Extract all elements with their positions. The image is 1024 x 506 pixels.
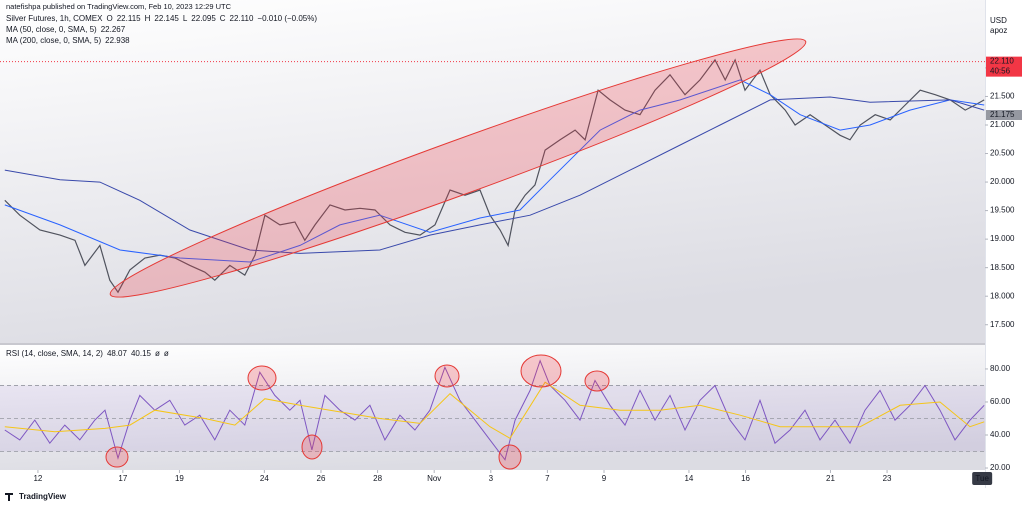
- symbol-title: Silver Futures, 1h, COMEX: [6, 14, 103, 23]
- x-tick-label: 24: [260, 474, 269, 483]
- legend-value: 22.267: [101, 25, 126, 34]
- ohlc-text: O: [106, 14, 112, 23]
- x-tick-label: 3: [489, 474, 494, 483]
- x-tick-label: 19: [175, 474, 184, 483]
- y-tick-label: 18.500: [990, 263, 1015, 272]
- ohlc-text: L: [183, 14, 188, 23]
- cursor-label-box: [986, 109, 1022, 120]
- indicator-title: RSI (14, close, SMA, 14, 2): [6, 349, 103, 358]
- y-tick-label: 40.00: [990, 430, 1011, 439]
- ohlc-text: −0.010 (−0.05%): [257, 14, 317, 23]
- x-cursor-label: Tue: [975, 474, 989, 483]
- y-tick-label: 60.00: [990, 397, 1011, 406]
- x-tick-label: Nov: [427, 474, 441, 483]
- x-tick-label: 23: [883, 474, 892, 483]
- price-pane: [0, 0, 985, 343]
- countdown: 40:56: [990, 67, 1011, 76]
- legend-value: 22.938: [105, 36, 130, 45]
- x-tick-label: 26: [317, 474, 326, 483]
- brand: TradingView: [19, 492, 67, 501]
- x-cursor-box: [972, 472, 993, 485]
- legend-value: 48.07: [107, 349, 128, 358]
- rsi-pane: [0, 345, 985, 470]
- toggle: ø: [155, 349, 160, 358]
- footer-bar: [0, 488, 1024, 506]
- y-tick-label: 17.500: [990, 320, 1015, 329]
- x-tick-label: 28: [373, 474, 382, 483]
- price-label: 22.110: [990, 57, 1014, 66]
- cursor-label: 21.175: [990, 110, 1015, 119]
- ohlc-text: 22.110: [230, 14, 254, 23]
- y-tick-label: 21.500: [990, 92, 1015, 101]
- legend-entry: MA (50, close, 0, SMA, 5): [6, 25, 97, 34]
- x-tick-label: 14: [684, 474, 693, 483]
- brand-logo: [5, 493, 13, 501]
- ohlc-text: C: [220, 14, 226, 23]
- legend-entry: MA (200, close, 0, SMA, 5): [6, 36, 101, 45]
- toggle: ø: [164, 349, 169, 358]
- series-line: [4, 359, 985, 461]
- x-tick-label: 17: [118, 474, 127, 483]
- ohlc-text: H: [145, 14, 151, 23]
- y-tick-label: 80.00: [990, 364, 1011, 373]
- y-tick-label: 19.500: [990, 206, 1015, 215]
- x-tick-label: 9: [602, 474, 607, 483]
- x-tick-label: 16: [741, 474, 750, 483]
- ohlc-text: 22.145: [154, 14, 179, 23]
- x-tick-label: 12: [33, 474, 42, 483]
- y-tick-label: 18.000: [990, 291, 1015, 300]
- y-tick-label: 20.500: [990, 149, 1015, 158]
- y-tick-label: 20.00: [990, 463, 1011, 472]
- x-tick-label: 21: [826, 474, 835, 483]
- x-tick-label: 7: [545, 474, 550, 483]
- attribution: natefishpa published on TradingView.com,…: [6, 2, 232, 11]
- ohlc-text: 22.095: [191, 14, 216, 23]
- legend-value: 40.15: [131, 349, 152, 358]
- y-tick-label: 20.000: [990, 177, 1015, 186]
- price-label-box: [986, 56, 1022, 77]
- y-tick-label: 19.000: [990, 234, 1015, 243]
- series-line: [4, 381, 985, 439]
- y-tick-label: 21.000: [990, 120, 1015, 129]
- axis-unit: USD: [990, 16, 1007, 25]
- axis-unit: apoz: [990, 26, 1007, 35]
- ohlc-text: 22.115: [117, 14, 141, 23]
